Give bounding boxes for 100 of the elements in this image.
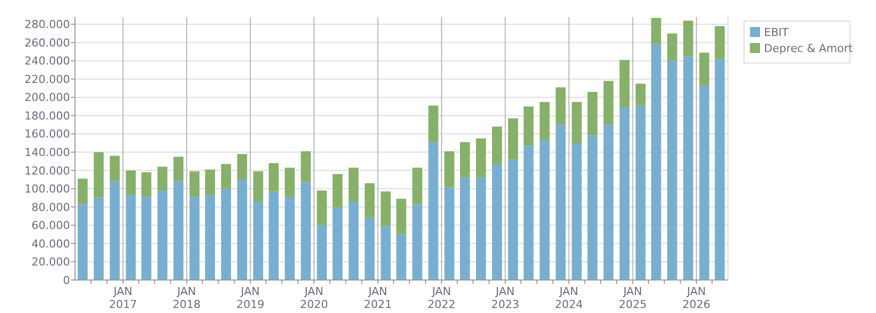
- bar: [157, 190, 168, 280]
- bar: [110, 156, 120, 182]
- bar: [237, 180, 248, 280]
- bar: [604, 124, 614, 280]
- bar: [636, 84, 646, 106]
- bar: [316, 225, 327, 280]
- x-tick-label: JAN 2024: [554, 285, 583, 311]
- bar: [157, 166, 168, 191]
- y-tick-label: 200.000: [24, 91, 70, 104]
- bar: [300, 182, 311, 280]
- y-tick-label: 40.000: [32, 237, 70, 250]
- bar: [620, 107, 630, 280]
- x-tick-label: JAN 2017: [108, 285, 137, 311]
- bar: [540, 102, 550, 140]
- bar: [699, 85, 710, 280]
- bar: [683, 56, 694, 280]
- x-tick-label: JAN 2021: [364, 285, 392, 311]
- x-tick-label: JAN 2022: [428, 285, 456, 311]
- bar: [556, 87, 566, 125]
- bar: [556, 124, 566, 280]
- bar: [667, 60, 678, 280]
- bar: [364, 218, 375, 280]
- legend-label: Deprec & Amort: [764, 42, 854, 55]
- bar: [444, 151, 454, 188]
- y-tick-label: 260.000: [24, 36, 70, 50]
- bar: [332, 174, 343, 208]
- bar: [348, 201, 359, 280]
- bar: [492, 126, 502, 164]
- bar: [190, 171, 200, 197]
- bar: [364, 183, 375, 218]
- bar: [651, 44, 662, 280]
- legend-label: EBIT: [764, 26, 789, 39]
- bar: [300, 151, 311, 182]
- bar: [284, 196, 295, 280]
- bar: [94, 198, 104, 280]
- y-tick-label: 80.000: [32, 200, 70, 214]
- bar: [268, 191, 279, 280]
- bar: [126, 195, 136, 280]
- bar: [714, 59, 725, 280]
- bar: [94, 152, 104, 198]
- x-tick-label: JAN 2019: [236, 285, 264, 311]
- bar: [524, 146, 534, 280]
- bar: [540, 140, 550, 280]
- bar: [78, 204, 88, 280]
- bar: [572, 102, 582, 144]
- bar: [667, 33, 678, 61]
- bar: [508, 159, 518, 280]
- bar: [205, 195, 216, 280]
- bar: [284, 168, 295, 197]
- y-tick-label: 280.000: [24, 18, 70, 32]
- bar: [316, 190, 327, 226]
- bar: [460, 142, 470, 178]
- bar: [492, 164, 502, 280]
- y-tick-label: 20.000: [32, 256, 70, 269]
- y-tick-label: 140.000: [24, 146, 70, 160]
- bar: [699, 52, 710, 86]
- y-tick-label: 180.000: [24, 109, 70, 122]
- y-tick-label: 0: [63, 274, 70, 287]
- bar: [237, 154, 248, 180]
- x-tick-label: JAN 2025: [618, 285, 647, 311]
- bar: [412, 204, 422, 280]
- bar: [396, 198, 406, 234]
- bar: [444, 188, 454, 280]
- bar: [78, 178, 88, 204]
- bar: [332, 208, 343, 280]
- y-tick-label: 240.000: [24, 54, 70, 68]
- bar: [380, 191, 391, 226]
- bar: [508, 118, 518, 160]
- bar: [428, 142, 438, 280]
- bar: [221, 188, 232, 280]
- bar: [476, 178, 486, 280]
- bar: [110, 181, 120, 280]
- y-tick-label: 100.000: [24, 182, 70, 196]
- bar: [221, 164, 232, 189]
- x-tick-label: JAN 2023: [491, 285, 520, 311]
- bar: [348, 168, 359, 202]
- x-tick-label: JAN 2026: [682, 285, 710, 311]
- y-tick-label: 220.000: [24, 72, 70, 86]
- bar: [205, 170, 216, 196]
- bar: [253, 171, 264, 202]
- bar: [604, 80, 614, 125]
- bar: [587, 136, 598, 280]
- bar: [141, 196, 152, 280]
- bar: [253, 201, 264, 280]
- bar: [380, 226, 391, 280]
- bar: [651, 18, 662, 44]
- x-tick-label: JAN 2018: [172, 285, 201, 311]
- bar: [714, 26, 725, 60]
- bar: [636, 106, 646, 280]
- bar: [620, 60, 630, 108]
- bar: [268, 163, 279, 192]
- bar: [572, 143, 582, 280]
- bar: [126, 170, 136, 196]
- bar: [173, 181, 184, 280]
- x-tick-label: JAN 2020: [300, 285, 328, 311]
- bar: [476, 138, 486, 178]
- y-tick-label: 60.000: [32, 219, 70, 232]
- bar: [524, 106, 534, 146]
- bar: [460, 178, 470, 280]
- bar: [587, 92, 598, 136]
